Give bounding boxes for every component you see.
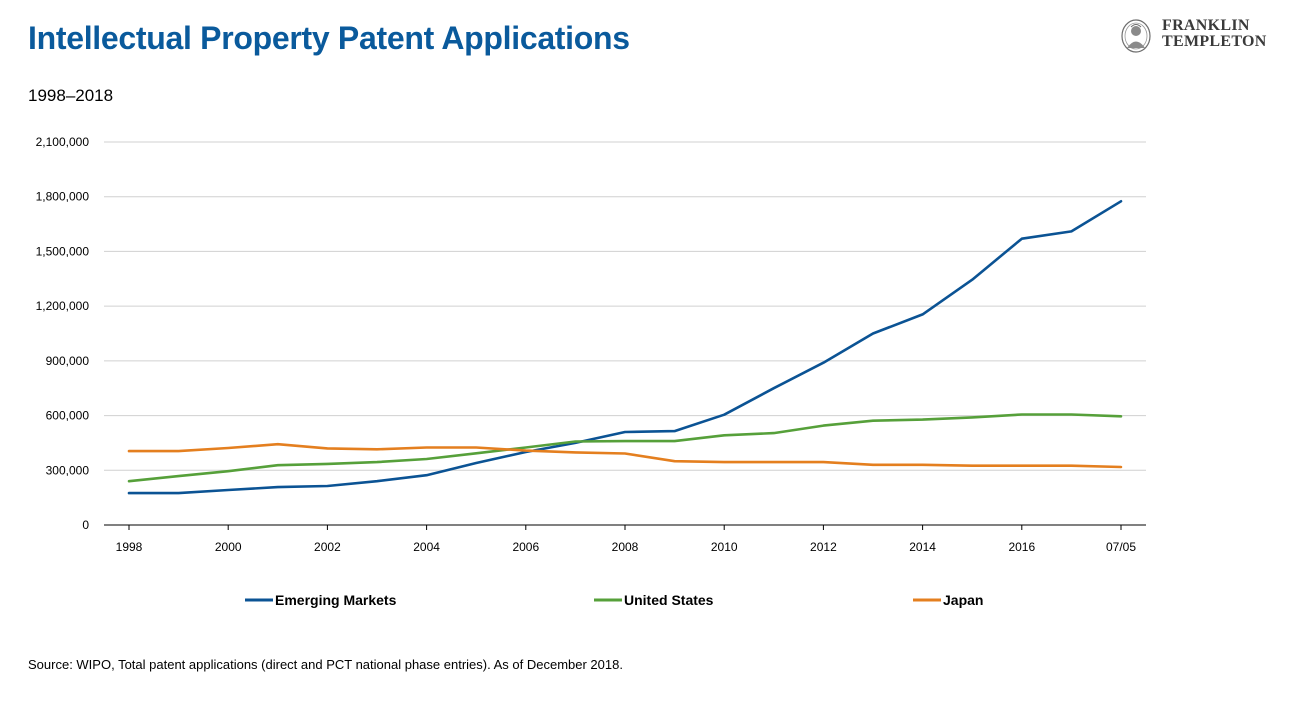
source-note: Source: WIPO, Total patent applications … (28, 657, 623, 672)
x-tick-label: 2000 (215, 540, 242, 554)
y-tick-label: 900,000 (46, 354, 90, 368)
x-tick-label: 2010 (711, 540, 738, 554)
x-tick-label: 2016 (1008, 540, 1035, 554)
legend-label: Emerging Markets (275, 592, 397, 608)
chart-subtitle: 1998–2018 (28, 86, 114, 105)
series-line-emerging-markets (127, 200, 1123, 495)
legend-label: United States (624, 592, 714, 608)
x-tick-label: 1998 (116, 540, 143, 554)
company-logo: FRANKLIN TEMPLETON (1118, 18, 1278, 54)
y-tick-label: 1,500,000 (36, 244, 90, 258)
x-tick-label: 2014 (909, 540, 936, 554)
legend-label: Japan (943, 592, 983, 608)
y-tick-label: 1,200,000 (36, 299, 90, 313)
y-tick-label: 300,000 (46, 463, 90, 477)
x-tick-label: 07/05 (1106, 540, 1136, 554)
x-tick-label: 2006 (512, 540, 539, 554)
x-tick-label: 2008 (612, 540, 639, 554)
series-line-japan (127, 442, 1123, 469)
page-title: Intellectual Property Patent Application… (28, 20, 630, 56)
x-tick-label: 2002 (314, 540, 341, 554)
y-tick-label: 1,800,000 (36, 190, 90, 204)
y-tick-label: 0 (82, 518, 89, 532)
x-tick-label: 2004 (413, 540, 440, 554)
y-tick-label: 600,000 (46, 409, 90, 423)
logo-line-2: TEMPLETON (1162, 33, 1267, 50)
series-line-united-states (127, 413, 1123, 483)
portrait-seal-icon (1121, 19, 1151, 53)
y-tick-label: 2,100,000 (36, 135, 90, 149)
logo-line-1: FRANKLIN (1162, 17, 1250, 34)
x-tick-label: 2012 (810, 540, 837, 554)
